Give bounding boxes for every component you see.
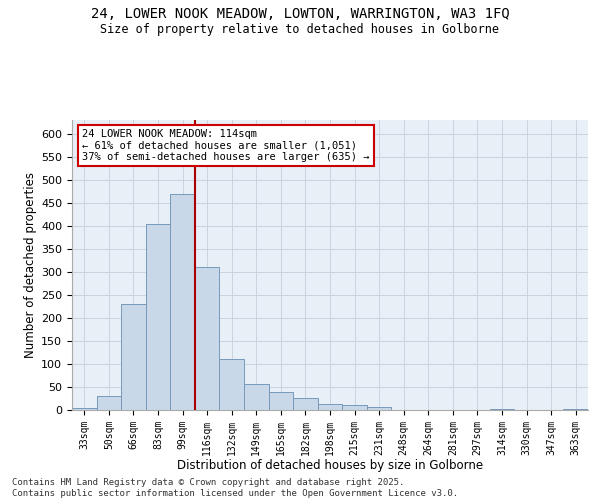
X-axis label: Distribution of detached houses by size in Golborne: Distribution of detached houses by size … bbox=[177, 459, 483, 472]
Bar bbox=[490, 408, 514, 410]
Text: Size of property relative to detached houses in Golborne: Size of property relative to detached ho… bbox=[101, 22, 499, 36]
Bar bbox=[72, 408, 97, 410]
Bar bbox=[342, 405, 367, 410]
Bar bbox=[563, 408, 588, 410]
Bar bbox=[367, 407, 391, 410]
Bar bbox=[293, 398, 318, 410]
Text: Contains HM Land Registry data © Crown copyright and database right 2025.
Contai: Contains HM Land Registry data © Crown c… bbox=[12, 478, 458, 498]
Bar bbox=[170, 194, 195, 410]
Bar bbox=[146, 224, 170, 410]
Bar bbox=[121, 304, 146, 410]
Bar bbox=[318, 404, 342, 410]
Bar bbox=[195, 268, 220, 410]
Bar bbox=[244, 384, 269, 410]
Bar bbox=[97, 396, 121, 410]
Y-axis label: Number of detached properties: Number of detached properties bbox=[24, 172, 37, 358]
Text: 24 LOWER NOOK MEADOW: 114sqm
← 61% of detached houses are smaller (1,051)
37% of: 24 LOWER NOOK MEADOW: 114sqm ← 61% of de… bbox=[82, 128, 370, 162]
Bar bbox=[220, 360, 244, 410]
Text: 24, LOWER NOOK MEADOW, LOWTON, WARRINGTON, WA3 1FQ: 24, LOWER NOOK MEADOW, LOWTON, WARRINGTO… bbox=[91, 8, 509, 22]
Bar bbox=[269, 392, 293, 410]
